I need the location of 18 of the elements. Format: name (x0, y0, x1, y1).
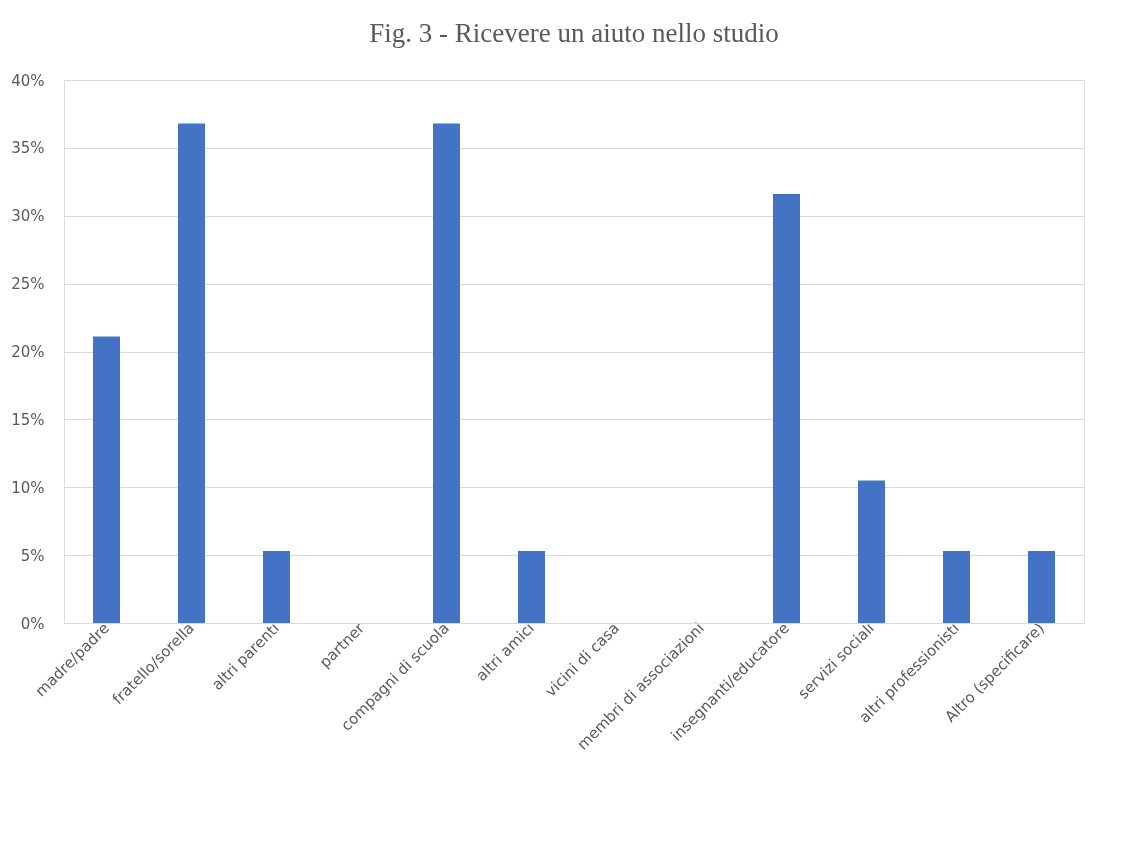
bar (178, 123, 205, 623)
bar (773, 194, 800, 623)
bar (93, 336, 120, 623)
bar (518, 551, 545, 623)
y-tick-label: 35% (11, 139, 45, 158)
bar (858, 480, 885, 623)
bar (433, 123, 460, 623)
bar (263, 551, 290, 623)
y-tick-label: 25% (11, 275, 45, 294)
y-tick-label: 10% (11, 478, 45, 497)
chart-title: Fig. 3 - Ricevere un aiuto nello studio (369, 18, 779, 48)
y-tick-label: 20% (11, 343, 45, 361)
y-tick-label: 5% (20, 546, 45, 565)
bar (943, 551, 970, 623)
bar (1028, 551, 1055, 623)
y-tick-label: 40% (11, 71, 45, 90)
y-tick-label: 15% (11, 410, 45, 429)
y-tick-label: 30% (11, 207, 45, 226)
